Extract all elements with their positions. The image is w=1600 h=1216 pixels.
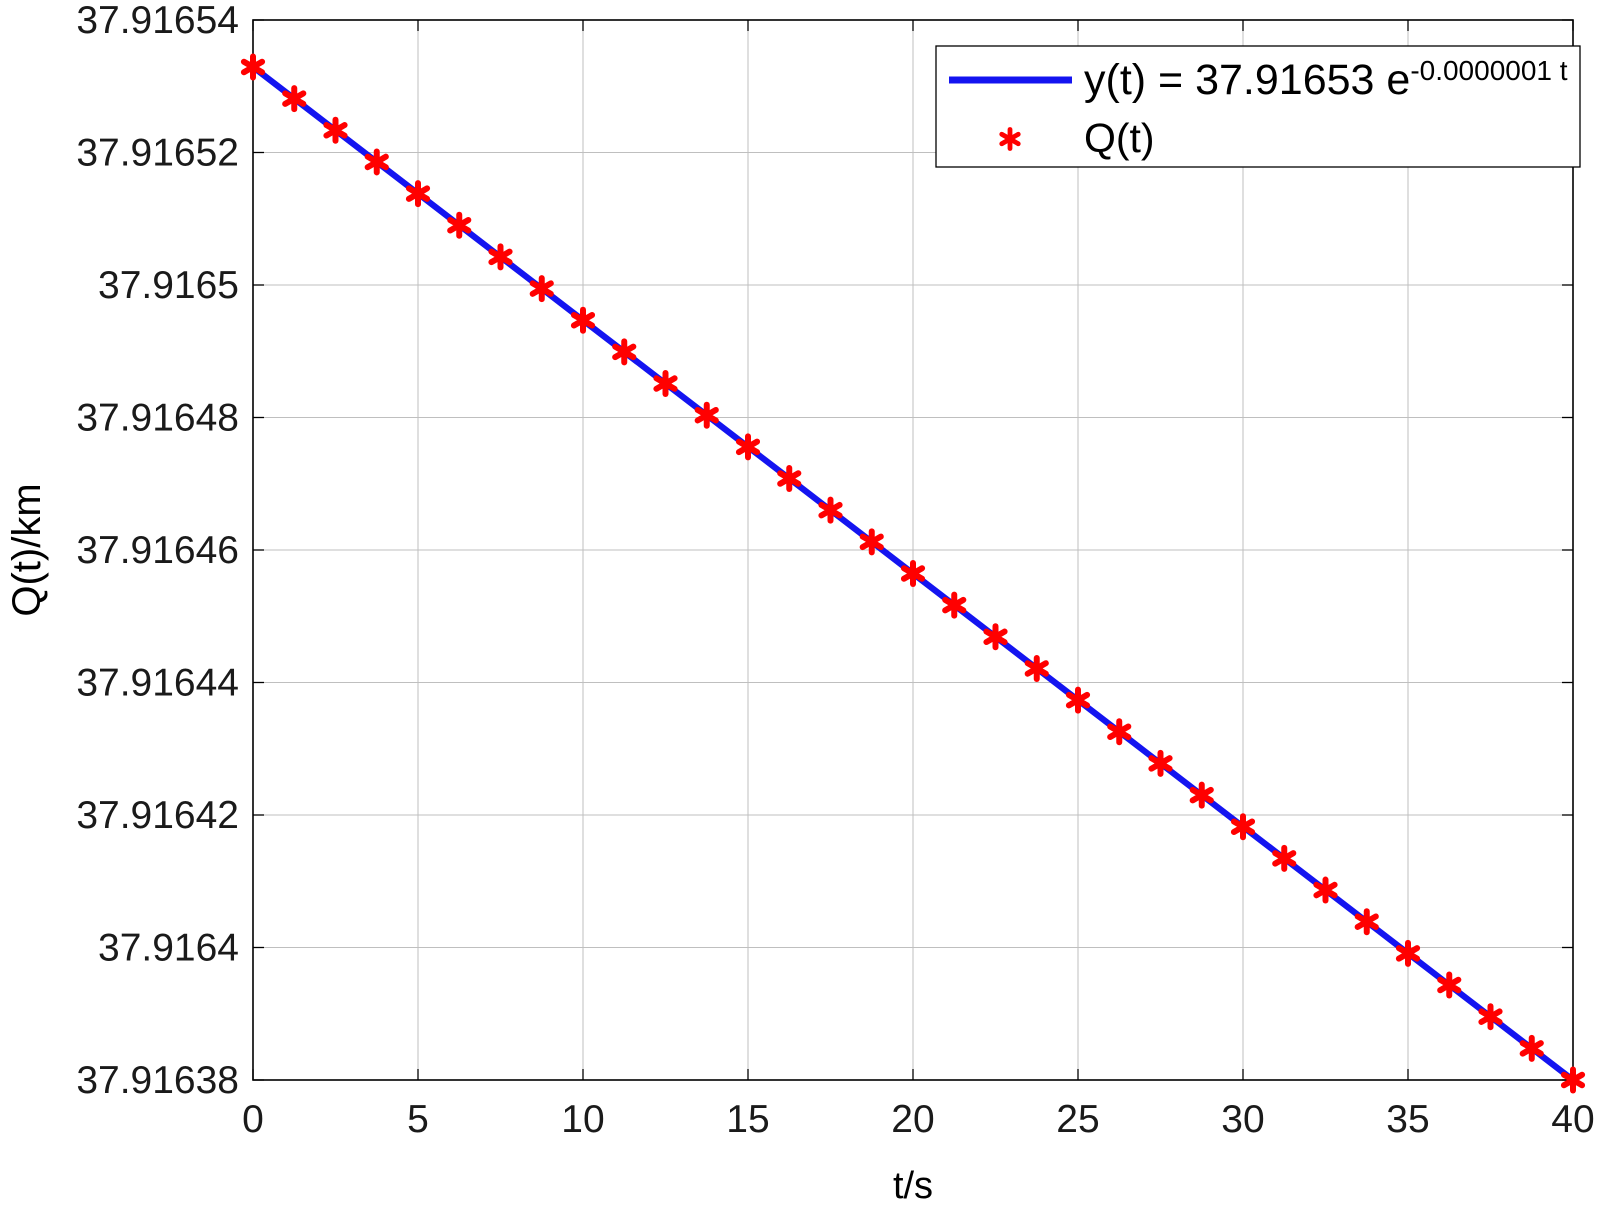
svg-text:37.91638: 37.91638 [76,1059,239,1102]
svg-text:37.91652: 37.91652 [76,132,239,175]
svg-text:10: 10 [561,1098,604,1141]
svg-text:37.91648: 37.91648 [76,397,239,440]
svg-text:37.91642: 37.91642 [76,794,239,837]
svg-text:37.91646: 37.91646 [76,529,239,572]
svg-text:Q(t): Q(t) [1084,115,1155,161]
svg-text:37.91644: 37.91644 [76,662,239,705]
svg-text:t/s: t/s [893,1165,933,1207]
svg-text:0: 0 [242,1098,264,1141]
svg-text:30: 30 [1221,1098,1264,1141]
svg-text:40: 40 [1551,1098,1594,1141]
svg-text:37.9165: 37.9165 [98,264,239,307]
svg-text:15: 15 [726,1098,769,1141]
svg-text:37.9164: 37.9164 [98,927,239,970]
svg-text:25: 25 [1056,1098,1099,1141]
svg-text:37.91654: 37.91654 [76,0,239,42]
svg-text:20: 20 [891,1098,934,1141]
svg-text:35: 35 [1386,1098,1429,1141]
svg-text:Q(t)/km: Q(t)/km [5,483,49,616]
svg-text:5: 5 [407,1098,429,1141]
